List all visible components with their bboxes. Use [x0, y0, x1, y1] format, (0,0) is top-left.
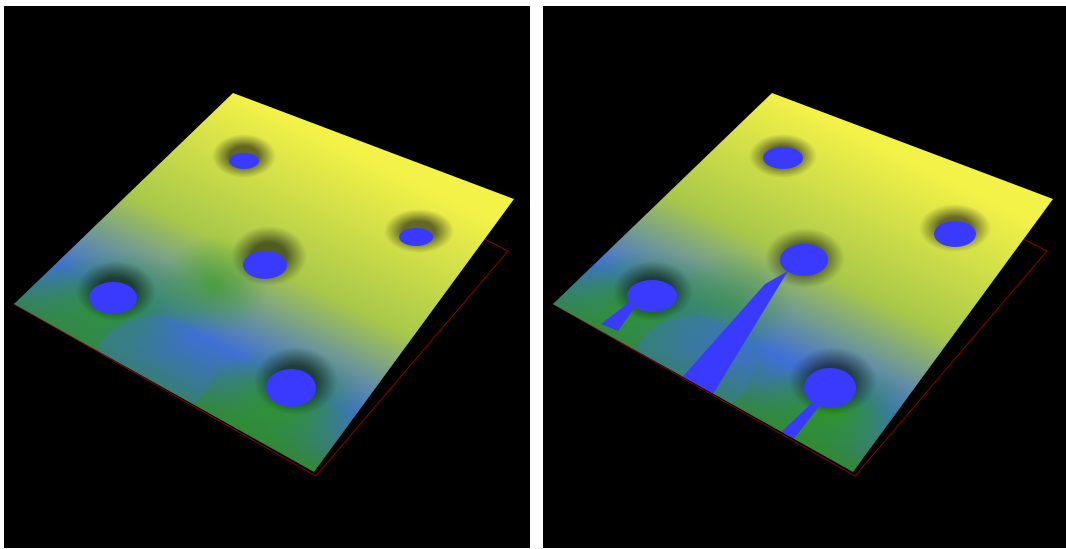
pit-2: [934, 221, 976, 247]
pit-1: [763, 147, 803, 169]
surface-render-left: [12, 93, 514, 477]
pit-5: [266, 369, 316, 407]
surface-render-right: [551, 93, 1053, 477]
viewport-left[interactable]: [4, 6, 530, 548]
pit-3: [243, 251, 287, 279]
channel-3: [779, 396, 827, 440]
pit-2: [399, 228, 433, 246]
viewport-right[interactable]: [543, 6, 1066, 548]
pit-4: [627, 280, 677, 312]
pit-3: [780, 244, 828, 276]
channel-1: [679, 271, 788, 394]
pit-1: [229, 153, 259, 169]
pit-4: [89, 282, 137, 314]
pit-5: [804, 368, 856, 408]
